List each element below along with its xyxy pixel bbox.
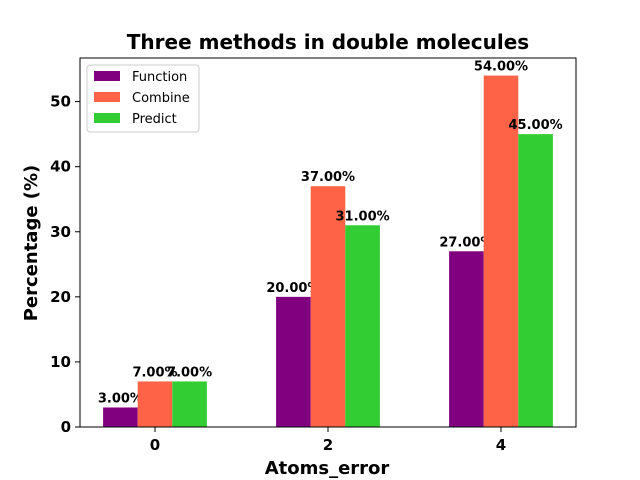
data-label-predict-2: 31.00%	[336, 209, 390, 224]
bar-function-2	[276, 296, 311, 427]
data-label-predict-4: 45.00%	[509, 118, 563, 133]
y-axis-label: Percentage (%)	[21, 165, 42, 322]
data-label-combine-0: 7.00%	[132, 365, 177, 380]
legend-label-combine: Combine	[132, 91, 190, 106]
data-label-function-0: 3.00%	[98, 391, 143, 406]
bar-combine-0	[137, 381, 173, 427]
data-label-function-4: 27.00%	[439, 235, 493, 250]
x-tick-label-0: 0	[150, 436, 160, 454]
legend-swatch-combine	[94, 92, 120, 102]
x-tick-label-4: 4	[496, 436, 506, 454]
data-label-combine-4: 54.00%	[474, 60, 528, 75]
y-tick-label-20: 20	[50, 288, 71, 306]
y-tick-label-40: 40	[50, 158, 71, 176]
data-label-combine-2: 37.00%	[301, 170, 355, 185]
y-tick-label-0: 0	[61, 418, 71, 436]
bar-predict-2	[345, 225, 380, 427]
y-tick-label-50: 50	[50, 93, 71, 111]
data-label-function-2: 20.00%	[266, 281, 320, 296]
chart-title: Three methods in double molecules	[127, 30, 529, 54]
legend-label-predict: Predict	[132, 112, 177, 127]
data-label-predict-0: 7.00%	[167, 365, 212, 380]
bar-predict-0	[172, 381, 207, 427]
bar-combine-2	[310, 186, 346, 427]
bar-predict-4	[518, 134, 553, 427]
legend-swatch-function	[94, 71, 120, 81]
x-axis-label: Atoms_error	[265, 458, 390, 479]
x-tick-label-2: 2	[323, 436, 333, 454]
plot-area: 3.00% 20.00% 27.00% 7.00% 37.00% 54.00% 7.00% 3…	[50, 57, 577, 436]
legend: Function Combine Predict	[86, 64, 200, 133]
legend-label-function: Function	[132, 70, 187, 85]
y-tick-label-30: 30	[50, 223, 71, 241]
bar-function-4	[449, 251, 484, 427]
bar-function-0	[103, 407, 138, 427]
bar-combine-4	[483, 75, 519, 428]
y-tick-label-10: 10	[50, 353, 71, 371]
legend-swatch-predict	[94, 113, 120, 123]
